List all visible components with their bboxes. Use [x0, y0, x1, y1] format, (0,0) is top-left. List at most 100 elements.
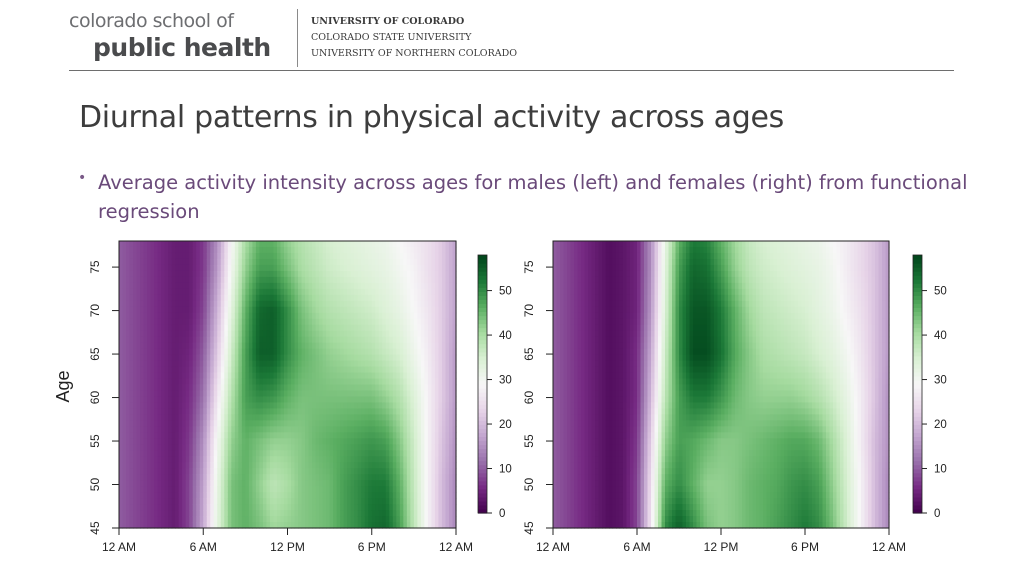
heatmap-cell: [312, 456, 317, 463]
heatmap-cell: [164, 258, 169, 266]
heatmap-cell: [119, 318, 124, 326]
colorbar-cell: [478, 255, 487, 260]
heatmap-cell: [192, 282, 197, 290]
heatmap-cell: [287, 414, 292, 421]
heatmap-cell: [396, 366, 401, 374]
heatmap-cell: [413, 276, 418, 284]
heatmap-cell: [126, 246, 131, 254]
heatmap-cell: [403, 516, 408, 523]
heatmap-cell: [361, 492, 366, 499]
heatmap-cell: [385, 420, 390, 427]
heatmap-cell: [234, 282, 239, 290]
heatmap-cell: [182, 354, 187, 362]
heatmap-cell: [385, 426, 390, 433]
heatmap-cell: [326, 426, 331, 433]
heatmap-cell: [333, 396, 338, 404]
heatmap-cell: [343, 432, 348, 439]
heatmap-cell: [175, 342, 180, 350]
heatmap-cell: [157, 324, 162, 332]
heatmap-cell: [445, 522, 450, 529]
heatmap-cell: [192, 336, 197, 344]
heatmap-cell: [343, 241, 348, 248]
heatmap-cell: [294, 426, 299, 433]
heatmap-cell: [301, 510, 306, 517]
heatmap-cell: [276, 348, 282, 356]
heatmap-cell: [255, 450, 261, 457]
heatmap-cell: [448, 330, 454, 338]
heatmap-cell: [378, 480, 383, 487]
heatmap-cell: [143, 384, 148, 392]
heatmap-cell: [276, 330, 282, 338]
heatmap-cell: [354, 492, 359, 499]
heatmap-cell: [431, 432, 436, 439]
heatmap-cell: [448, 282, 454, 290]
heatmap-cell: [298, 318, 303, 326]
heatmap-cell: [396, 414, 401, 421]
heatmap-cell: [406, 288, 411, 296]
heatmap-cell: [262, 318, 268, 326]
heatmap-cell: [234, 241, 239, 248]
heatmap-cell: [417, 522, 422, 529]
heatmap-cell: [210, 282, 215, 290]
heatmap-cell: [119, 438, 124, 445]
heatmap-cell: [168, 408, 173, 415]
heatmap-cell: [203, 342, 208, 350]
heatmap-cell: [371, 360, 376, 368]
heatmap-cell: [224, 420, 229, 427]
heatmap-cell: [262, 270, 268, 278]
heatmap-cell: [210, 474, 215, 481]
heatmap-cell: [231, 336, 236, 344]
heatmap-cell: [382, 492, 387, 499]
heatmap-cell: [262, 360, 268, 368]
heatmap-cell: [210, 420, 215, 427]
heatmap-cell: [266, 378, 271, 386]
heatmap-cell: [119, 264, 124, 272]
heatmap-cell: [389, 241, 394, 248]
heatmap-cell: [196, 420, 201, 427]
heatmap-cell: [438, 318, 443, 326]
heatmap-cell: [227, 384, 232, 392]
heatmap-cell: [354, 318, 359, 326]
heatmap-cell: [245, 444, 250, 451]
heatmap-cell: [157, 414, 162, 421]
heatmap-cell: [291, 450, 296, 457]
heatmap-cell: [301, 426, 306, 433]
heatmap-cell: [283, 486, 289, 493]
heatmap-cell: [326, 252, 331, 260]
heatmap-cell: [238, 420, 243, 427]
heatmap-cell: [164, 432, 169, 439]
heatmap-cell: [452, 342, 457, 350]
heatmap-cell: [259, 252, 264, 260]
heatmap-cell: [238, 492, 243, 499]
heatmap-cell: [206, 522, 211, 529]
heatmap-cell: [196, 408, 201, 415]
heatmap-cell: [322, 270, 327, 278]
heatmap-cell: [385, 306, 390, 314]
heatmap-cell: [413, 294, 418, 302]
heatmap-cell: [434, 378, 440, 386]
heatmap-cell: [231, 426, 236, 433]
heatmap-cell: [224, 432, 229, 439]
heatmap-cell: [452, 366, 457, 374]
heatmap-cell: [329, 282, 334, 290]
heatmap-cell: [361, 372, 366, 380]
heatmap-cell: [294, 264, 299, 272]
heatmap-cell: [140, 438, 145, 445]
heatmap-cell: [196, 258, 201, 266]
heatmap-cell: [298, 498, 303, 505]
heatmap-cell: [319, 522, 324, 529]
heatmap-cell: [164, 336, 169, 344]
heatmap-cell: [178, 276, 183, 284]
heatmap-cell: [280, 276, 285, 284]
heatmap-cell: [305, 342, 310, 350]
heatmap-cell: [417, 294, 422, 302]
heatmap-cell: [283, 396, 289, 404]
heatmap-cell: [406, 510, 411, 517]
heatmap-cell: [392, 372, 397, 380]
heatmap-cell: [262, 462, 268, 469]
heatmap-cell: [238, 372, 243, 380]
heatmap-cell: [375, 420, 380, 427]
heatmap-cell: [556, 396, 561, 404]
heatmap-cell: [196, 438, 201, 445]
heatmap-cell: [392, 378, 397, 386]
